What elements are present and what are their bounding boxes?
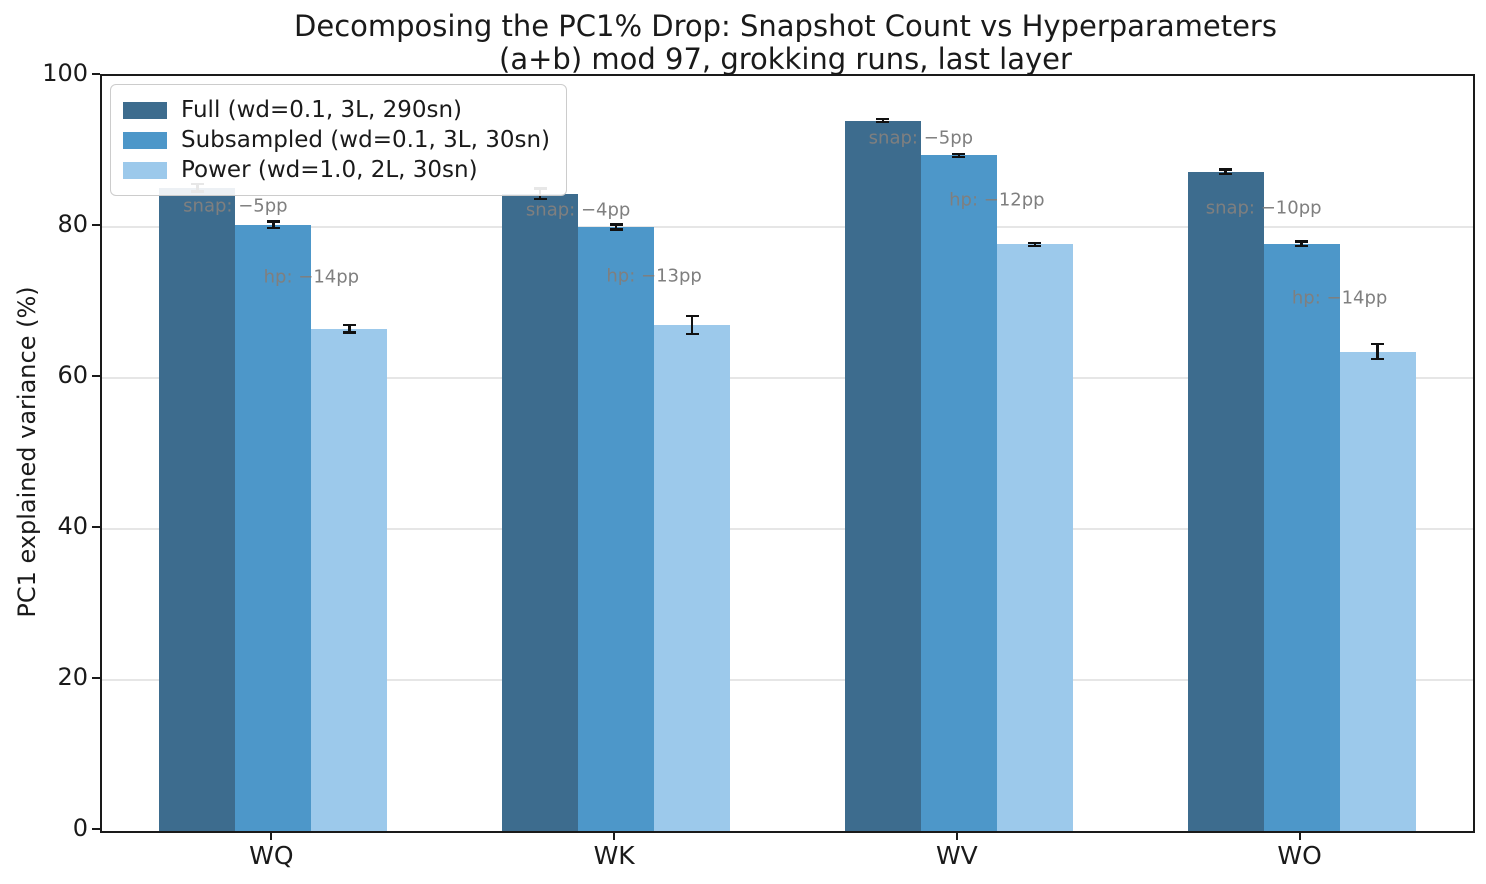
bar-wq-0 bbox=[159, 187, 236, 831]
bar-wo-0 bbox=[1187, 171, 1264, 831]
bar-wk-0 bbox=[502, 193, 579, 831]
errorbar-cap-top bbox=[1028, 241, 1042, 245]
y-tick-100 bbox=[92, 73, 100, 75]
gridline-y20 bbox=[102, 679, 1473, 681]
errorbar-cap-top bbox=[685, 314, 699, 318]
y-axis-label: PC1 explained variance (%) bbox=[13, 286, 41, 618]
y-tick-label-100: 100 bbox=[42, 59, 88, 87]
plot-area: snap: −5pp hp: −14pp snap: −4pp hp: −13pp sn… bbox=[100, 74, 1475, 833]
bar-wv-2 bbox=[996, 244, 1073, 831]
gridline-y60 bbox=[102, 377, 1473, 379]
errorbar-cap-top bbox=[1219, 168, 1233, 171]
errorbar-line bbox=[1224, 169, 1227, 175]
y-tick-label-60: 60 bbox=[57, 361, 88, 389]
x-tick-label-wo: WO bbox=[1277, 841, 1322, 870]
errorbar-cap-bottom bbox=[1028, 244, 1042, 248]
bar-wk-1 bbox=[578, 227, 655, 831]
errorbar-cap-bottom bbox=[876, 120, 890, 124]
errorbar-line bbox=[690, 316, 694, 335]
annotation-snap-wk: snap: −4pp bbox=[525, 199, 631, 221]
y-tick-40 bbox=[92, 526, 100, 528]
errorbar-cap-top bbox=[952, 152, 966, 155]
errorbar-line bbox=[1376, 344, 1379, 360]
errorbar-line bbox=[272, 221, 275, 228]
errorbar-cap-top bbox=[1371, 342, 1385, 346]
gridline-y80 bbox=[102, 226, 1473, 228]
errorbar-cap-bottom bbox=[1295, 244, 1309, 248]
annotation-snap-wv: snap: −5pp bbox=[868, 127, 974, 149]
errorbar-cap-bottom bbox=[533, 197, 547, 201]
errorbar-cap-top bbox=[876, 117, 890, 121]
legend-swatch-full bbox=[123, 101, 167, 119]
legend-swatch-subsampled bbox=[123, 131, 167, 149]
errorbar-cap-bottom bbox=[266, 226, 280, 229]
bar-wq-1 bbox=[235, 224, 312, 831]
errorbar-line bbox=[957, 153, 961, 157]
errorbar-cap-bottom bbox=[342, 331, 356, 334]
annotation-snap-wo: snap: −10pp bbox=[1205, 197, 1322, 219]
annotation-hp-wq: hp: −14pp bbox=[263, 266, 360, 288]
y-tick-20 bbox=[92, 677, 100, 679]
title-block: Decomposing the PC1% Drop: Snapshot Coun… bbox=[100, 10, 1471, 76]
legend-item-subsampled: Subsampled (wd=0.1, 3L, 30sn) bbox=[123, 126, 550, 154]
annotation-hp-wv: hp: −12pp bbox=[949, 189, 1045, 211]
errorbar-cap-bottom bbox=[1219, 172, 1233, 176]
y-tick-80 bbox=[92, 224, 100, 226]
legend-item-full: Full (wd=0.1, 3L, 290sn) bbox=[123, 96, 550, 124]
legend-item-power: Power (wd=1.0, 2L, 30sn) bbox=[123, 156, 550, 184]
chart-title: Decomposing the PC1% Drop: Snapshot Coun… bbox=[294, 9, 1277, 43]
x-tick-wv bbox=[955, 831, 958, 840]
chart-subtitle: (a+b) mod 97, grokking runs, last layer bbox=[499, 42, 1072, 76]
errorbar-line bbox=[881, 119, 885, 123]
y-tick-label-40: 40 bbox=[57, 512, 88, 540]
x-tick-wq bbox=[270, 831, 273, 840]
errorbar-line bbox=[348, 325, 351, 333]
legend-label-power: Power (wd=1.0, 2L, 30sn) bbox=[181, 157, 478, 183]
annotation-hp-wk: hp: −13pp bbox=[606, 265, 702, 287]
errorbar-cap-top bbox=[609, 223, 623, 226]
bar-wv-1 bbox=[920, 155, 997, 831]
bar-wo-1 bbox=[1263, 243, 1340, 831]
errorbar-line bbox=[1300, 241, 1303, 246]
legend-swatch-power bbox=[123, 161, 167, 179]
errorbar-cap-bottom bbox=[1371, 357, 1385, 361]
x-tick-wo bbox=[1298, 831, 1301, 840]
y-tick-60 bbox=[92, 375, 100, 377]
legend-label-full: Full (wd=0.1, 3L, 290sn) bbox=[181, 97, 462, 123]
y-tick-label-80: 80 bbox=[57, 210, 88, 238]
annotation-snap-wq: snap: −5pp bbox=[183, 195, 288, 217]
errorbar-line bbox=[614, 224, 618, 230]
errorbar-cap-bottom bbox=[609, 228, 623, 231]
y-tick-label-20: 20 bbox=[57, 663, 88, 691]
x-tick-label-wk: WK bbox=[593, 841, 635, 870]
errorbar-cap-bottom bbox=[685, 332, 699, 336]
errorbar-cap-bottom bbox=[952, 155, 966, 159]
bar-wk-2 bbox=[654, 325, 731, 831]
bar-wo-2 bbox=[1339, 351, 1416, 831]
errorbar-cap-top bbox=[342, 323, 356, 327]
bar-wv-0 bbox=[844, 120, 921, 831]
y-tick-label-0: 0 bbox=[72, 814, 88, 842]
errorbar-cap-top bbox=[1295, 240, 1309, 243]
errorbar-cap-top bbox=[266, 220, 280, 223]
x-tick-label-wq: WQ bbox=[249, 841, 294, 870]
x-tick-label-wv: WV bbox=[935, 841, 978, 870]
errorbar-line bbox=[1033, 242, 1037, 246]
annotation-hp-wo: hp: −14pp bbox=[1291, 287, 1388, 309]
gridline-y40 bbox=[102, 528, 1473, 530]
legend: Full (wd=0.1, 3L, 290sn) Subsampled (wd=… bbox=[110, 84, 568, 196]
legend-label-subsampled: Subsampled (wd=0.1, 3L, 30sn) bbox=[181, 127, 551, 153]
x-tick-wk bbox=[613, 831, 616, 840]
y-tick-0 bbox=[92, 828, 100, 830]
bar-wq-2 bbox=[311, 328, 388, 831]
